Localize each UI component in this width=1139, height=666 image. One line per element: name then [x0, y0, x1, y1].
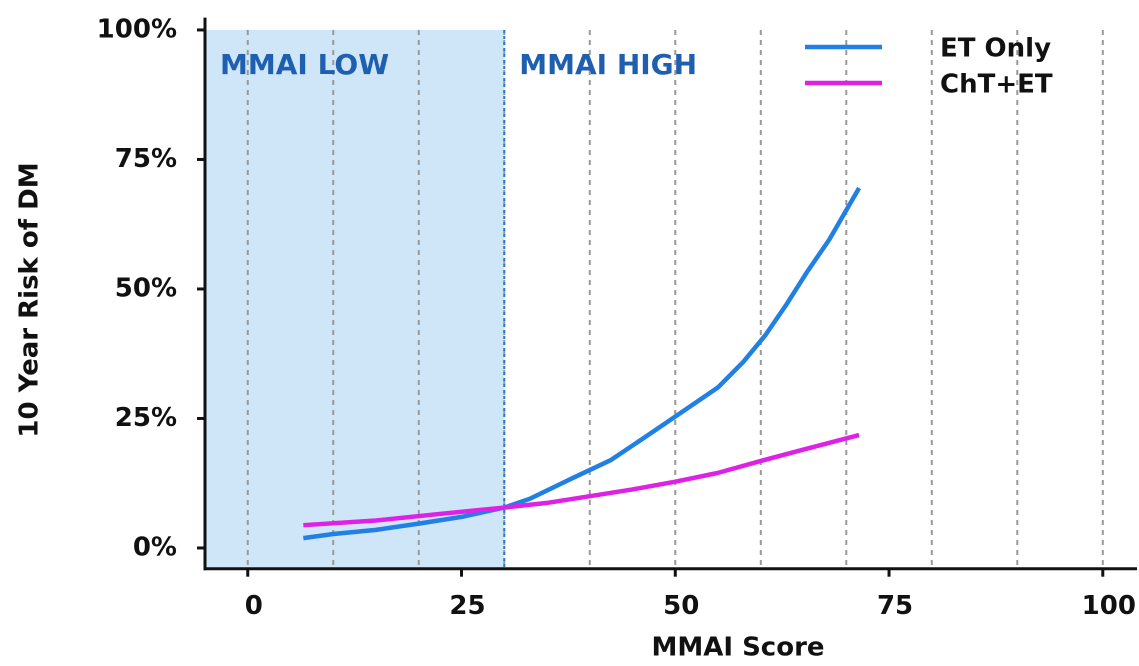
series-line [303, 432, 860, 528]
y-tick-label: 50% [115, 273, 177, 303]
y-tick-label: 100% [97, 14, 177, 44]
annotation: MMAI HIGH [519, 48, 697, 81]
x-tick-label: 50 [663, 591, 699, 621]
legend-label: ET Only [940, 34, 1051, 64]
x-tick-label: 25 [449, 591, 485, 621]
x-tick-label: 100 [1082, 591, 1136, 621]
x-axis-label: MMAI Score [651, 633, 824, 663]
low-region [205, 29, 505, 569]
annotation: MMAI LOW [220, 48, 389, 81]
y-tick-label: 0% [133, 532, 177, 562]
y-tick-label: 75% [115, 144, 177, 174]
legend-label: ChT+ET [940, 70, 1053, 100]
x-tick-label: 0 [245, 591, 263, 621]
y-axis-label: 10 Year Risk of DM [15, 162, 45, 437]
x-tick-label: 75 [877, 591, 913, 621]
series-line [303, 186, 862, 541]
y-tick-label: 25% [115, 403, 177, 433]
